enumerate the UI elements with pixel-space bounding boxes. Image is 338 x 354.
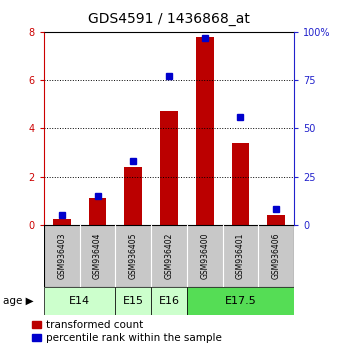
- Text: GSM936404: GSM936404: [93, 233, 102, 279]
- Text: E14: E14: [69, 296, 90, 306]
- Bar: [258, 225, 294, 287]
- Bar: [267, 215, 285, 225]
- Text: E17.5: E17.5: [224, 296, 256, 306]
- Bar: [151, 287, 187, 315]
- Bar: [160, 111, 178, 225]
- Text: E16: E16: [159, 296, 179, 306]
- Text: age ▶: age ▶: [3, 296, 34, 306]
- Text: GSM936402: GSM936402: [165, 233, 173, 279]
- Bar: [44, 287, 115, 315]
- Bar: [187, 225, 223, 287]
- Text: GSM936400: GSM936400: [200, 233, 209, 279]
- Bar: [115, 287, 151, 315]
- Bar: [187, 287, 294, 315]
- Bar: [232, 143, 249, 225]
- Text: GDS4591 / 1436868_at: GDS4591 / 1436868_at: [88, 12, 250, 27]
- Bar: [196, 37, 214, 225]
- Bar: [53, 219, 71, 225]
- Bar: [44, 225, 80, 287]
- Bar: [124, 167, 142, 225]
- Bar: [115, 225, 151, 287]
- Text: GSM936403: GSM936403: [57, 233, 66, 279]
- Text: GSM936405: GSM936405: [129, 233, 138, 279]
- Bar: [223, 225, 258, 287]
- Bar: [80, 225, 115, 287]
- Text: GSM936401: GSM936401: [236, 233, 245, 279]
- Text: E15: E15: [123, 296, 144, 306]
- Bar: [89, 198, 106, 225]
- Text: GSM936406: GSM936406: [272, 233, 281, 279]
- Bar: [151, 225, 187, 287]
- Legend: transformed count, percentile rank within the sample: transformed count, percentile rank withi…: [32, 320, 222, 343]
